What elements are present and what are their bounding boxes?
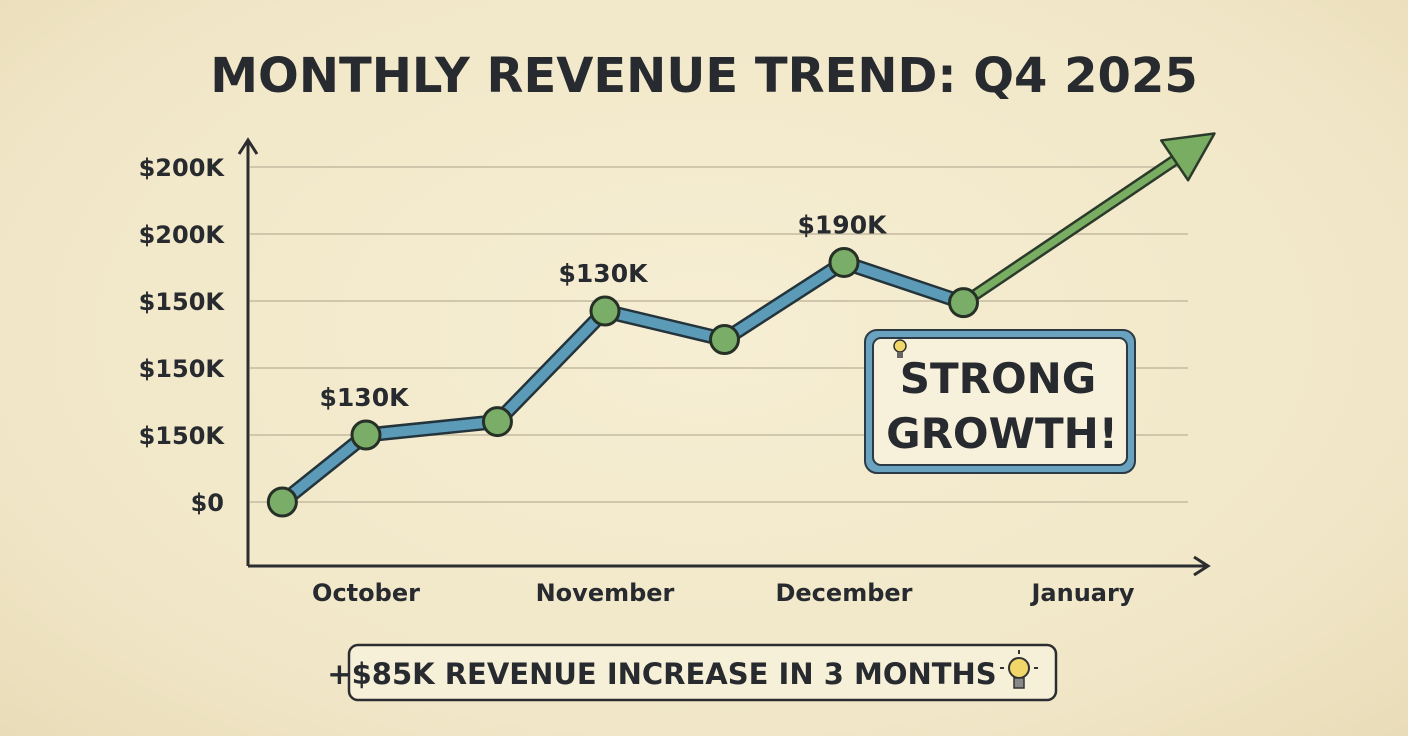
data-label: $130K (559, 259, 650, 288)
y-tick-label: $150K (139, 422, 226, 450)
data-labels: $130K $130K $190K (320, 210, 889, 412)
y-tick-label: $200K (139, 221, 226, 249)
trend-arrow-shaft (960, 156, 1179, 307)
y-tick-label: $150K (139, 355, 226, 383)
x-tick-label: December (775, 579, 912, 607)
axes (237, 137, 1211, 577)
y-tick-label: $150K (139, 288, 226, 316)
callout-line-2: GROWTH! (886, 409, 1118, 458)
x-tick-label: January (1030, 579, 1135, 607)
y-tick-label: $200K (139, 154, 226, 182)
callout-line-1: STRONG (900, 354, 1097, 403)
revenue-series (266, 246, 979, 518)
footer-banner: +$85K REVENUE INCREASE IN 3 MONTHS (327, 643, 1058, 702)
y-tick-label: $0 (191, 489, 224, 517)
data-point (350, 419, 382, 451)
trend-arrow-head-icon (1159, 132, 1216, 182)
footer-text: +$85K REVENUE INCREASE IN 3 MONTHS (327, 657, 996, 691)
strong-growth-callout: STRONG GROWTH! (864, 329, 1136, 474)
x-tick-label: October (312, 579, 420, 607)
data-point (709, 324, 740, 356)
x-tick-labels: October November December January (312, 579, 1135, 607)
data-point (481, 406, 513, 438)
lightbulb-icon (1000, 650, 1038, 689)
chart-title: MONTHLY REVENUE TREND: Q4 2025 (210, 48, 1198, 104)
lightbulb-icon (893, 339, 907, 358)
data-point (589, 295, 621, 327)
data-point (266, 486, 298, 518)
y-axis-arrow-icon (237, 137, 259, 155)
data-point (948, 287, 979, 319)
x-tick-label: November (536, 579, 675, 607)
x-axis-arrow-icon (1193, 555, 1211, 577)
data-point (828, 246, 860, 278)
data-label: $130K (320, 383, 411, 412)
data-label: $190K (798, 210, 889, 239)
trend-arrow (957, 132, 1216, 309)
y-tick-labels: $0 $150K $150K $150K $200K $200K (139, 154, 226, 517)
